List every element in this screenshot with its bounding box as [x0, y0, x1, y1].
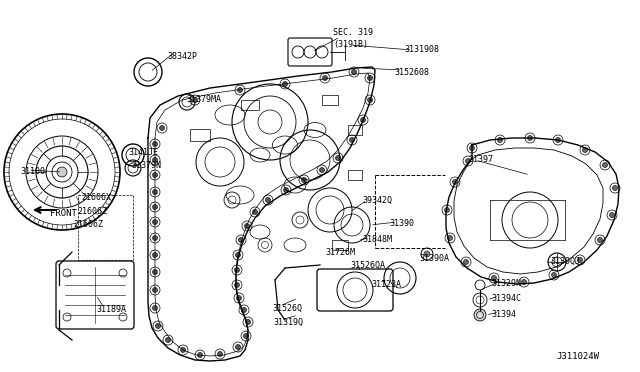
Circle shape [367, 97, 372, 103]
Bar [190, 129, 210, 141]
Circle shape [282, 81, 287, 87]
Text: 31526Q: 31526Q [272, 304, 302, 313]
Circle shape [474, 309, 486, 321]
Circle shape [237, 87, 243, 93]
Text: (3191B): (3191B) [333, 40, 368, 49]
Circle shape [452, 180, 458, 185]
Text: 31123A: 31123A [371, 280, 401, 289]
Circle shape [236, 344, 241, 350]
Text: 31189A: 31189A [96, 305, 126, 314]
Circle shape [323, 76, 328, 80]
Circle shape [266, 198, 271, 202]
Circle shape [284, 187, 289, 192]
Text: 31397: 31397 [468, 155, 493, 164]
Circle shape [152, 253, 157, 257]
Circle shape [237, 295, 241, 301]
Text: 31379MA: 31379MA [186, 95, 221, 104]
Text: 31390: 31390 [389, 219, 414, 228]
Circle shape [598, 237, 602, 243]
Circle shape [424, 251, 430, 257]
Circle shape [552, 273, 557, 278]
Bar [332, 240, 348, 250]
Circle shape [367, 76, 372, 80]
Circle shape [246, 320, 250, 324]
Circle shape [556, 138, 561, 142]
Circle shape [612, 186, 618, 190]
Circle shape [577, 257, 582, 263]
Text: 31394: 31394 [491, 310, 516, 319]
Circle shape [447, 235, 452, 241]
Text: 21606X: 21606X [81, 193, 111, 202]
Text: 31726M: 31726M [325, 248, 355, 257]
Text: 21606Z: 21606Z [73, 220, 103, 229]
Circle shape [445, 208, 449, 212]
Circle shape [349, 138, 355, 142]
Circle shape [234, 267, 239, 273]
Circle shape [236, 253, 241, 257]
Circle shape [234, 282, 239, 288]
Circle shape [241, 308, 246, 312]
Circle shape [152, 141, 157, 147]
Text: 31394C: 31394C [491, 294, 521, 303]
Circle shape [152, 189, 157, 195]
Text: 3152608: 3152608 [394, 68, 429, 77]
Circle shape [463, 260, 468, 264]
Text: 31848M: 31848M [362, 235, 392, 244]
Circle shape [152, 157, 157, 163]
Text: 31390A: 31390A [419, 254, 449, 263]
Circle shape [351, 70, 356, 74]
Circle shape [159, 125, 164, 131]
Text: 3139QJ: 3139QJ [550, 257, 580, 266]
Text: 31526QA: 31526QA [350, 261, 385, 270]
Circle shape [180, 347, 186, 353]
Circle shape [152, 205, 157, 209]
Text: 31379N: 31379N [131, 161, 161, 170]
Text: 38342P: 38342P [167, 52, 197, 61]
Text: 31329N: 31329N [491, 279, 521, 288]
Bar [241, 100, 259, 110]
Circle shape [152, 288, 157, 292]
Circle shape [470, 145, 474, 151]
Circle shape [360, 118, 365, 122]
Circle shape [218, 352, 223, 356]
Bar [78, 195, 133, 260]
Circle shape [152, 269, 157, 275]
Circle shape [244, 224, 250, 228]
Circle shape [239, 237, 243, 243]
Circle shape [527, 135, 532, 141]
Circle shape [152, 219, 157, 224]
Circle shape [522, 279, 527, 285]
Circle shape [582, 148, 588, 153]
Circle shape [57, 167, 67, 177]
Circle shape [497, 138, 502, 142]
Text: J311024W: J311024W [556, 352, 599, 361]
Text: SEC. 319: SEC. 319 [333, 28, 373, 37]
Circle shape [193, 97, 198, 103]
Circle shape [465, 158, 470, 164]
Text: 39342Q: 39342Q [362, 196, 392, 205]
Text: 31319Q: 31319Q [273, 318, 303, 327]
Circle shape [243, 334, 248, 339]
Circle shape [609, 212, 614, 218]
Bar [322, 95, 338, 105]
Circle shape [156, 324, 161, 328]
Circle shape [319, 167, 324, 173]
Circle shape [152, 173, 157, 177]
Circle shape [152, 305, 157, 311]
Circle shape [198, 353, 202, 357]
Bar [348, 125, 362, 135]
Circle shape [301, 177, 307, 183]
Circle shape [152, 235, 157, 241]
Text: 3141JE: 3141JE [128, 148, 158, 157]
Circle shape [253, 209, 257, 215]
Circle shape [602, 163, 607, 167]
Circle shape [166, 337, 170, 343]
Circle shape [335, 155, 340, 160]
Text: 21606Z: 21606Z [77, 207, 107, 216]
Bar [348, 170, 362, 180]
Text: 3131908: 3131908 [404, 45, 439, 54]
Circle shape [492, 276, 497, 280]
Text: 31100: 31100 [20, 167, 45, 176]
Text: FRONT: FRONT [50, 209, 77, 218]
